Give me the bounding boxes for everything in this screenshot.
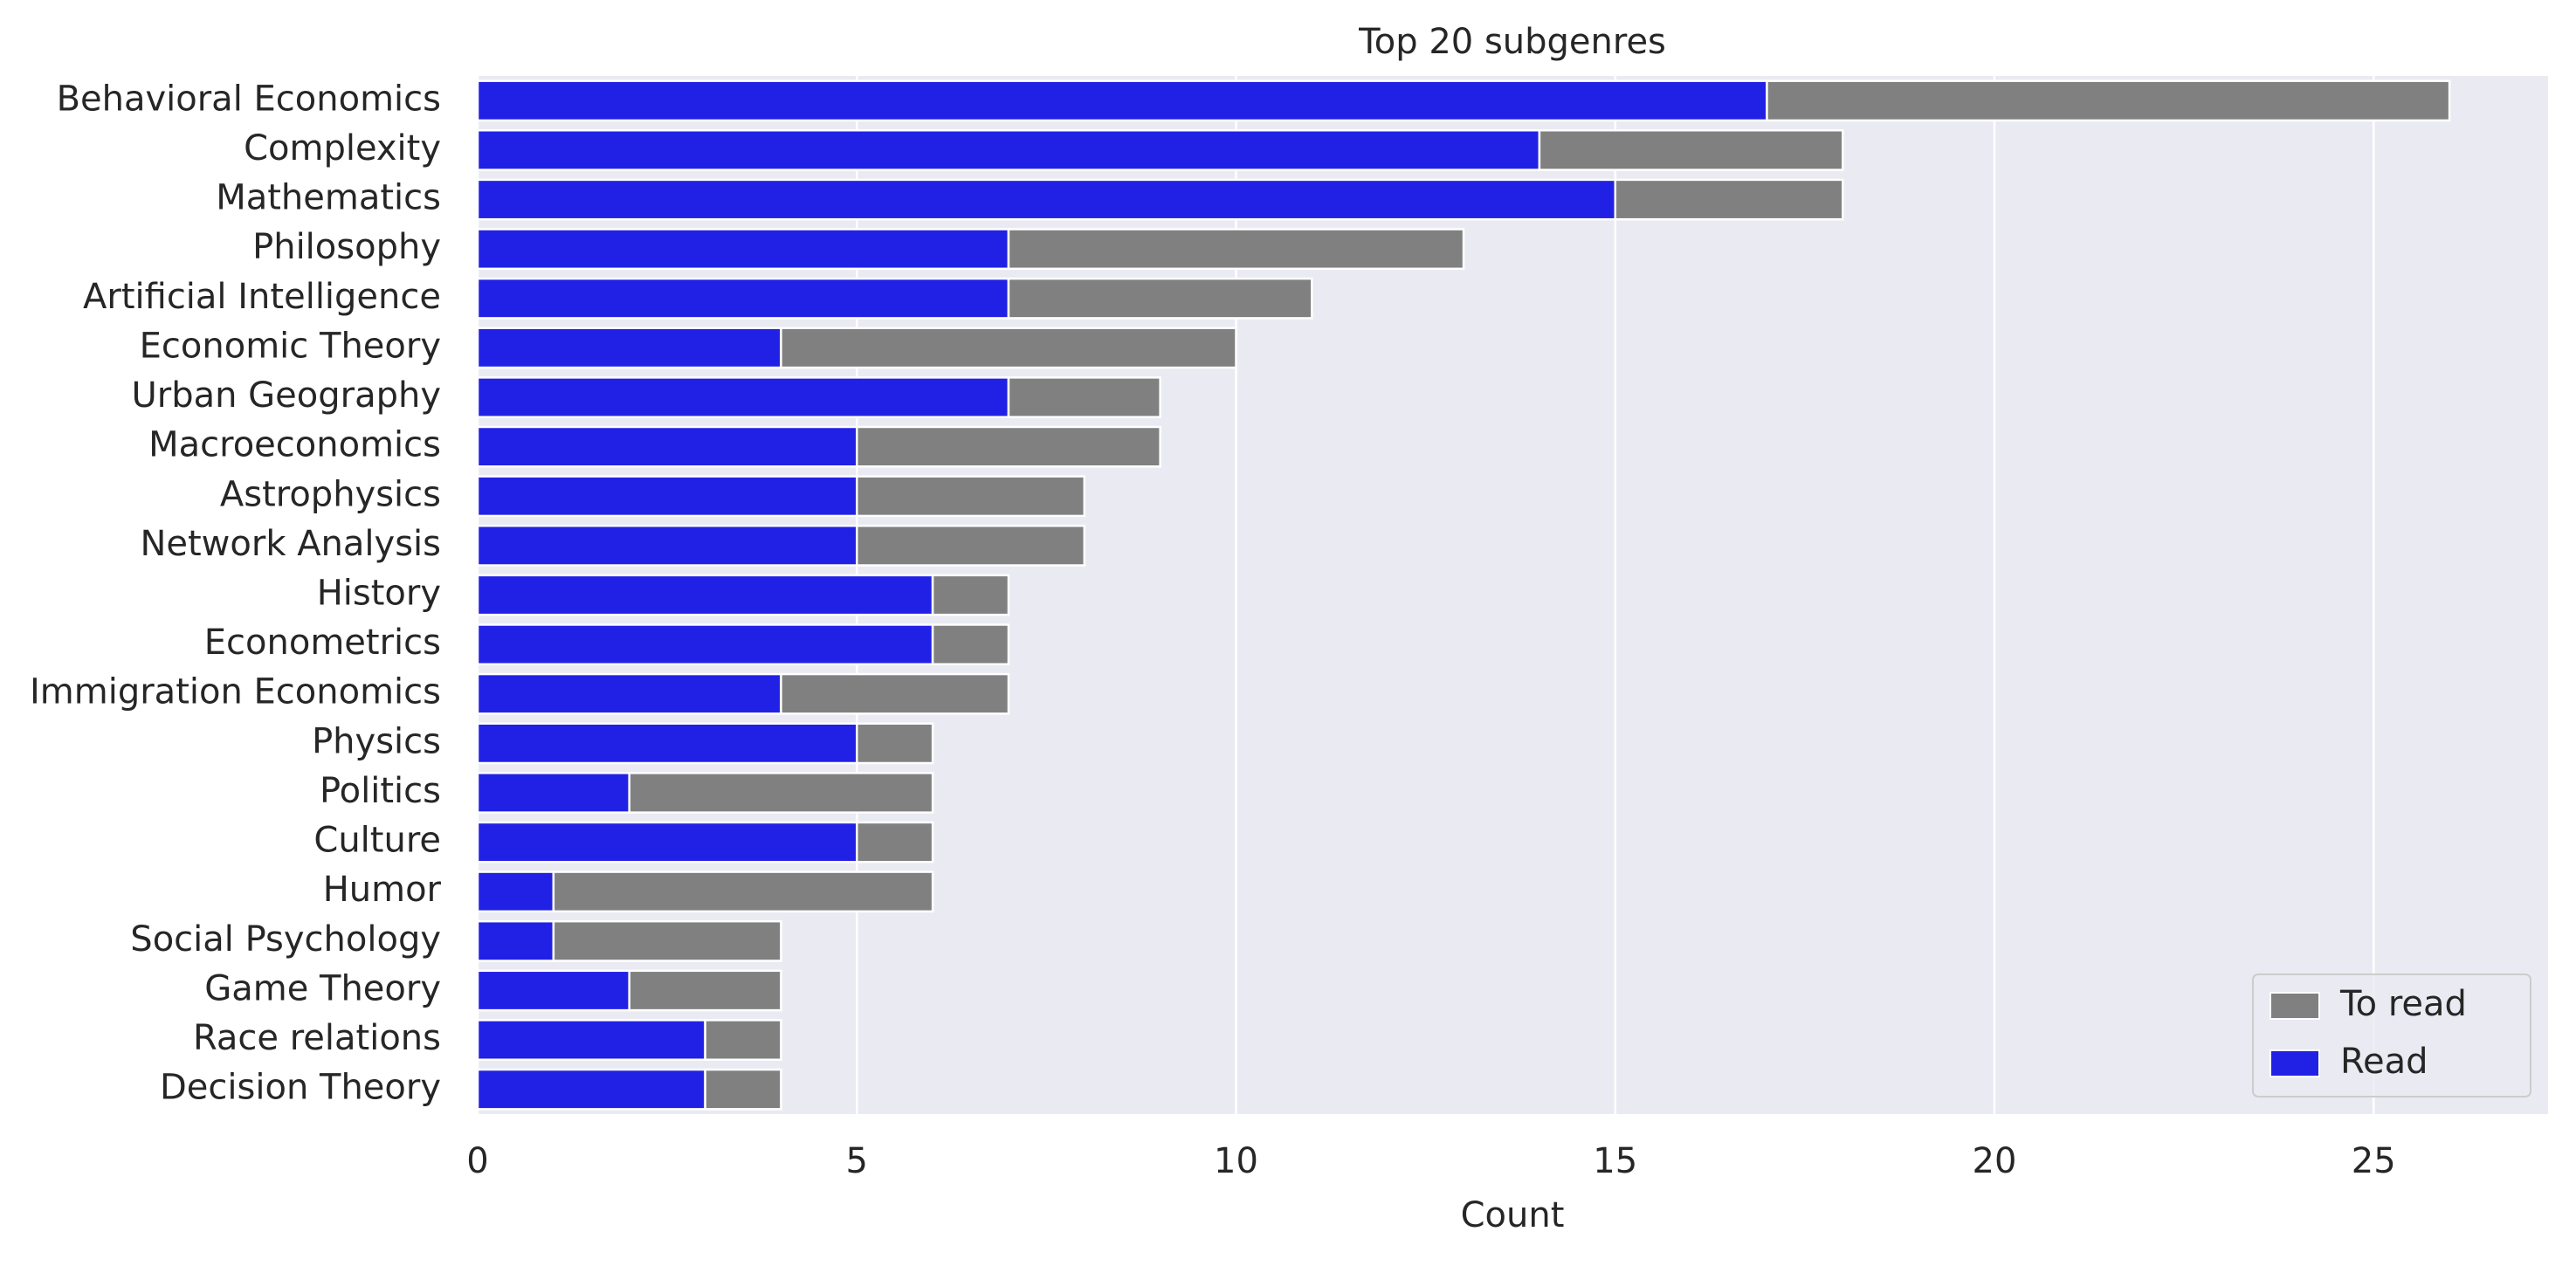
bar (1007, 376, 1161, 418)
bar (855, 524, 1086, 567)
bar (476, 376, 1010, 418)
x-tick-label: 20 (1973, 1141, 2017, 1181)
bar (931, 574, 1010, 616)
x-tick-label: 25 (2352, 1141, 2396, 1181)
bar (628, 772, 934, 814)
x-tick-label: 0 (466, 1141, 488, 1181)
bar (1614, 178, 1844, 221)
x-tick-label: 15 (1593, 1141, 1637, 1181)
bar (780, 327, 1237, 369)
x-tick-label: 5 (846, 1141, 868, 1181)
bar (476, 79, 1768, 122)
bar (855, 722, 934, 765)
bar (476, 1019, 706, 1061)
bar (476, 870, 555, 913)
bar (476, 574, 934, 616)
bar (1007, 228, 1465, 271)
bar (704, 1068, 782, 1111)
y-tick-label: Immigration Economics (30, 672, 441, 712)
legend-swatch (2269, 992, 2320, 1020)
y-tick-label: Physics (312, 721, 441, 761)
bar (552, 870, 934, 913)
y-tick-label: Urban Geography (131, 375, 441, 416)
legend-box (2252, 974, 2531, 1097)
y-tick-label: Social Psychology (130, 919, 441, 960)
y-tick-label: Astrophysics (220, 474, 441, 514)
bar (1007, 277, 1313, 320)
bar (476, 919, 555, 962)
bar (780, 672, 1010, 715)
y-tick-label: History (317, 574, 441, 614)
bar (476, 969, 630, 1012)
bar (855, 425, 1161, 468)
bar (476, 129, 1541, 171)
bar (476, 475, 858, 518)
bar (855, 821, 934, 863)
bar (628, 969, 782, 1012)
y-tick-label: Culture (313, 821, 441, 861)
y-tick-label: Politics (320, 771, 441, 811)
bar (476, 623, 934, 666)
bar (476, 821, 858, 863)
y-tick-label: Decision Theory (160, 1068, 441, 1108)
bar (476, 722, 858, 765)
bar (931, 623, 1010, 666)
y-tick-label: Race relations (193, 1018, 441, 1058)
y-tick-label: Artificial Intelligence (83, 277, 441, 317)
bar (476, 672, 782, 715)
bar (476, 772, 630, 814)
bar (476, 178, 1616, 221)
bar (704, 1019, 782, 1061)
y-tick-label: Philosophy (252, 227, 441, 267)
bar (476, 425, 858, 468)
chart-title: Top 20 subgenres (1358, 22, 1666, 62)
bar (855, 475, 1086, 518)
y-tick-label: Macroeconomics (148, 425, 441, 465)
y-tick-label: Mathematics (216, 178, 441, 218)
bar (476, 524, 858, 567)
y-tick-label: Complexity (244, 128, 441, 169)
bar (552, 919, 782, 962)
x-tick-label: 10 (1214, 1141, 1258, 1181)
bar (476, 228, 1010, 271)
bar (476, 327, 782, 369)
bar (476, 1068, 706, 1111)
legend-label: To read (2339, 984, 2467, 1024)
y-tick-label: Economic Theory (140, 326, 441, 366)
bar (476, 277, 1010, 320)
y-tick-label: Econometrics (204, 623, 441, 663)
y-tick-label: Behavioral Economics (57, 79, 441, 119)
bar (1766, 79, 2451, 122)
x-axis-label: Count (1461, 1195, 1565, 1235)
legend-label: Read (2340, 1042, 2428, 1082)
y-tick-label: Game Theory (204, 968, 441, 1008)
y-tick-label: Network Analysis (140, 524, 441, 564)
bar (1538, 129, 1844, 171)
legend-swatch (2269, 1049, 2320, 1077)
y-tick-label: Humor (323, 870, 442, 910)
